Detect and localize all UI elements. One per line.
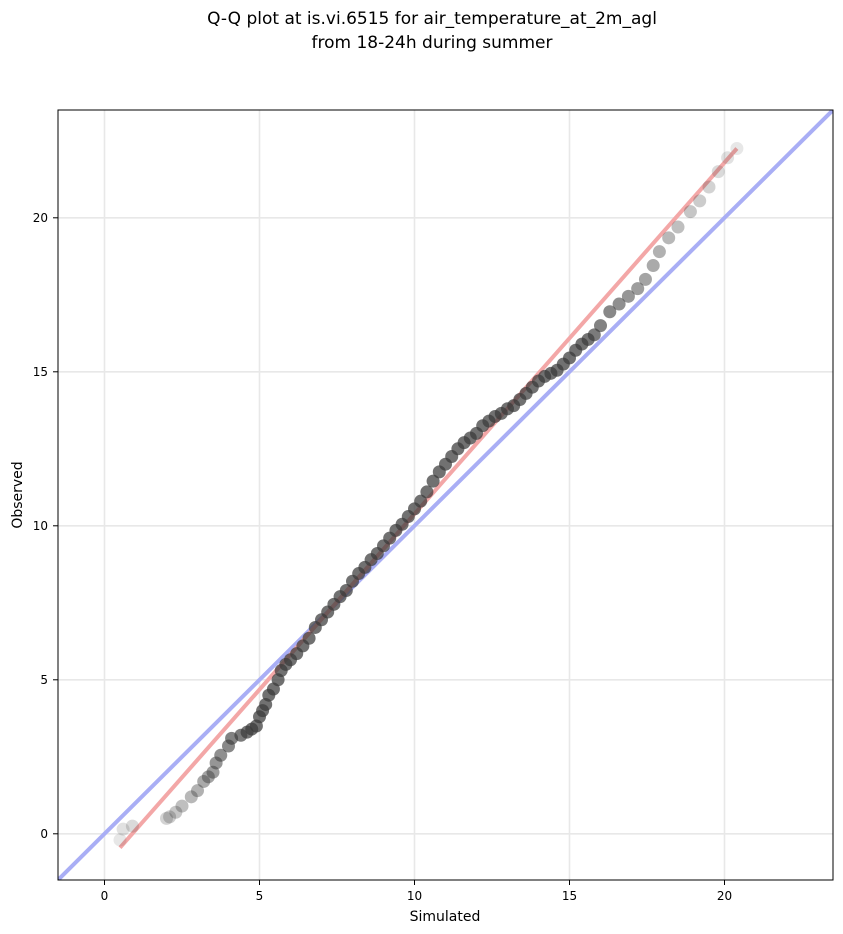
reference-line-layer xyxy=(58,110,833,880)
x-tick-label: 5 xyxy=(256,889,264,903)
quantile-point xyxy=(621,289,635,303)
quantile-point xyxy=(169,805,183,819)
y-tick-label: 15 xyxy=(33,365,48,379)
quantile-point xyxy=(426,474,440,488)
x-tick-label: 20 xyxy=(717,889,732,903)
quantile-point xyxy=(671,220,685,234)
quantile-point xyxy=(631,282,645,296)
quantile-point xyxy=(201,770,215,784)
quantile-point xyxy=(587,328,601,342)
quantile-point xyxy=(612,297,626,311)
quantile-point xyxy=(339,583,353,597)
quantile-points xyxy=(113,142,744,847)
quantile-point xyxy=(594,319,607,333)
chart-title-line-2: from 18-24h during summer xyxy=(312,33,553,53)
x-axis-label: Simulated xyxy=(410,909,481,925)
reference-line xyxy=(58,110,833,880)
quantile-point xyxy=(160,811,173,825)
quantile-point xyxy=(175,799,189,813)
y-axis-ticks: 0 5 10 15 20 xyxy=(33,211,58,841)
quantile-point xyxy=(646,259,660,273)
quantile-point xyxy=(302,631,316,645)
quantile-point xyxy=(652,245,666,259)
quantile-point xyxy=(163,810,177,824)
quantile-point xyxy=(214,748,228,762)
x-tick-label: 0 xyxy=(101,889,109,903)
quantile-point xyxy=(683,205,697,219)
quantile-point xyxy=(113,833,127,847)
quantile-point xyxy=(191,784,204,798)
quantile-point xyxy=(414,494,428,508)
x-axis-ticks: 0 5 10 15 20 xyxy=(101,880,732,903)
y-axis-label: Observed xyxy=(10,461,26,528)
quantile-point xyxy=(662,231,676,245)
quantile-point xyxy=(603,305,617,319)
grid-lines xyxy=(58,110,833,880)
quantile-point xyxy=(721,151,735,165)
chart-title-line-1: Q-Q plot at is.vi.6515 for air_temperatu… xyxy=(207,9,657,29)
quantile-point xyxy=(711,165,725,179)
quantile-point xyxy=(420,485,434,499)
quantile-point xyxy=(693,194,707,208)
y-tick-label: 5 xyxy=(40,673,48,687)
quantile-point xyxy=(197,774,211,788)
x-tick-label: 10 xyxy=(407,889,422,903)
quantile-point xyxy=(702,180,716,194)
y-tick-label: 10 xyxy=(33,519,48,533)
y-tick-label: 20 xyxy=(33,211,48,225)
quantile-point xyxy=(125,819,139,833)
x-tick-label: 15 xyxy=(562,889,577,903)
y-tick-label: 0 xyxy=(40,827,48,841)
quantile-point xyxy=(730,142,744,155)
quantile-point xyxy=(638,272,652,286)
quantile-point xyxy=(116,822,130,836)
quantile-point xyxy=(184,790,198,804)
plot-frame xyxy=(57,109,834,881)
